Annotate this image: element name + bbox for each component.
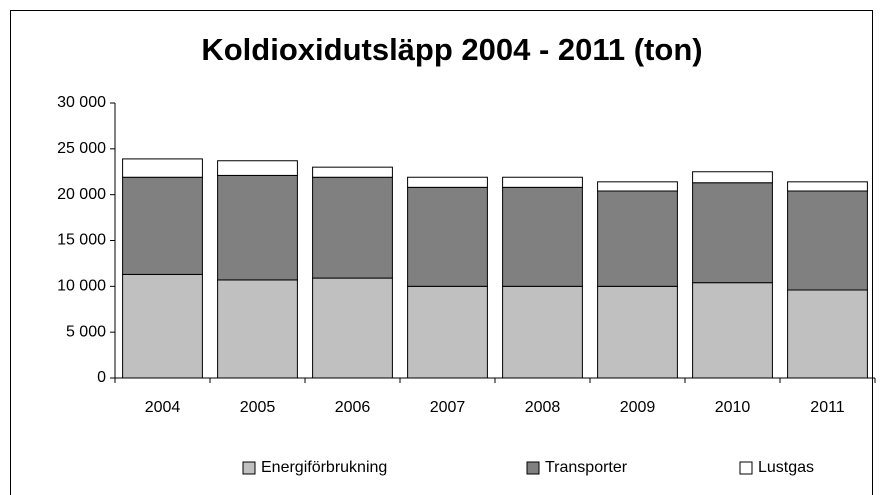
x-tick-label: 2007 <box>430 399 466 416</box>
chart-title: Koldioxidutsläpp 2004 - 2011 (ton) <box>201 32 702 67</box>
x-tick-label: 2004 <box>145 399 181 416</box>
bar-segment <box>597 181 678 192</box>
x-tick-label: 2011 <box>810 399 845 416</box>
bar-segment <box>502 186 583 287</box>
bar-segment <box>122 273 203 379</box>
bar-segment <box>312 166 393 178</box>
bar-segment <box>692 171 773 184</box>
y-tick-label: 20 000 <box>57 186 106 203</box>
y-tick-label: 15 000 <box>57 232 106 249</box>
x-tick-label: 2005 <box>240 399 276 416</box>
bar-segment <box>407 176 488 188</box>
bar-segment <box>407 186 488 287</box>
x-tick-label: 2010 <box>715 399 751 416</box>
legend-swatch <box>242 461 256 475</box>
x-tick-label: 2008 <box>525 399 561 416</box>
bar-segment <box>787 181 868 192</box>
x-tick-label: 2006 <box>335 399 371 416</box>
bar-segment <box>312 176 393 279</box>
bar-segment <box>407 285 488 379</box>
bar-segment <box>312 277 393 379</box>
legend-label: Energiförbrukning <box>261 459 387 476</box>
bar-segment <box>217 174 298 281</box>
bar-segment <box>692 282 773 379</box>
bar-segment <box>122 158 203 178</box>
bar-segment <box>217 279 298 379</box>
x-tick-label: 2009 <box>620 399 656 416</box>
bar-segment <box>597 285 678 379</box>
y-tick-label: 0 <box>97 369 106 386</box>
legend-label: Transporter <box>545 459 628 476</box>
bar-segment <box>502 285 583 379</box>
bar-segment <box>692 182 773 284</box>
legend-swatch <box>526 461 540 475</box>
bar-segment <box>502 176 583 188</box>
y-tick-label: 30 000 <box>57 94 106 111</box>
bar-segment <box>597 190 678 287</box>
bar-segment <box>217 160 298 176</box>
bar-segment <box>787 190 868 291</box>
bar-segment <box>122 176 203 275</box>
y-tick-label: 25 000 <box>57 140 106 157</box>
legend-label: Lustgas <box>758 459 814 476</box>
legend-swatch <box>739 461 753 475</box>
y-tick-label: 5 000 <box>66 323 106 340</box>
y-tick-label: 10 000 <box>57 278 106 295</box>
bar-segment <box>787 289 868 379</box>
